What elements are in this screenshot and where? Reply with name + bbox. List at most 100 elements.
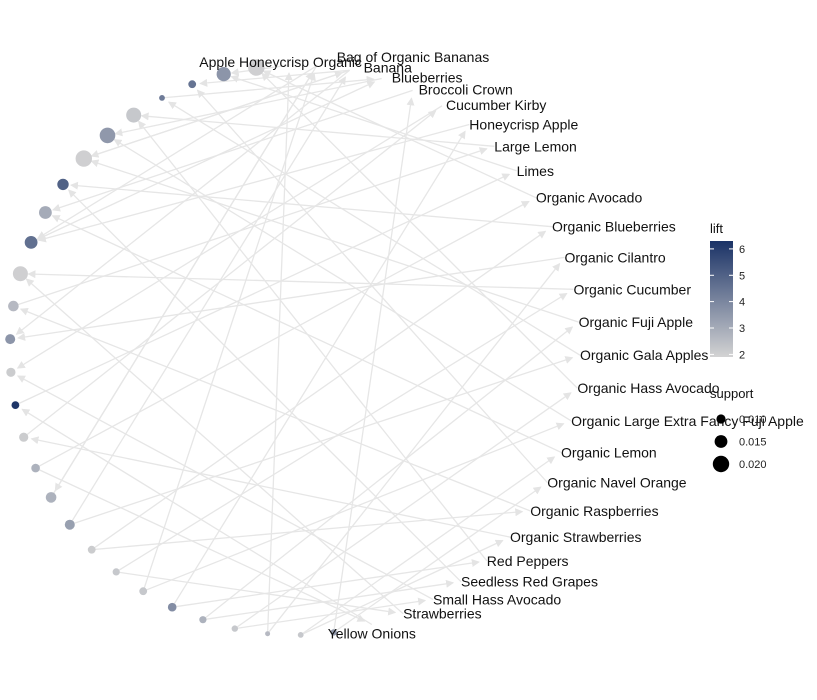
- support-key-label-0: 0.010: [739, 414, 767, 426]
- item-label-2: Blueberries: [392, 70, 463, 86]
- edge-12: [37, 123, 470, 243]
- rule-node-28: [330, 629, 337, 636]
- rule-node-4: [159, 95, 165, 101]
- edge-50: [21, 408, 373, 626]
- support-key-label-2: 0.020: [739, 459, 767, 471]
- rule-node-14: [6, 367, 16, 377]
- rule-node-2: [216, 67, 231, 82]
- item-label-4: Cucumber Kirby: [446, 97, 546, 113]
- edge-57: [69, 76, 346, 526]
- edge-18: [262, 70, 537, 199]
- edge-19: [35, 200, 530, 469]
- rule-node-6: [99, 127, 116, 144]
- edge-48: [25, 278, 404, 615]
- rule-node-12: [8, 300, 19, 312]
- rule-node-5: [126, 107, 142, 123]
- rule-node-3: [188, 80, 197, 89]
- edge-56: [90, 69, 350, 158]
- rule-node-16: [19, 432, 29, 442]
- edge-6: [114, 77, 382, 137]
- rule-node-27: [297, 632, 304, 638]
- rule-node-18: [45, 492, 57, 503]
- item-labels-layer: Bag of Organic BananasBananaBlueberriesB…: [199, 49, 804, 642]
- item-label-18: Organic Raspberries: [530, 503, 658, 519]
- support-key-dot-0: [716, 414, 726, 424]
- edge-27: [202, 326, 574, 621]
- edge-46: [17, 375, 434, 600]
- item-label-25: Apple Honeycrisp Organic: [199, 54, 362, 70]
- item-label-17: Organic Navel Orange: [547, 475, 687, 491]
- rule-node-20: [87, 545, 96, 554]
- rule-node-7: [75, 150, 93, 167]
- item-label-3: Broccoli Crown: [419, 81, 513, 97]
- edge-21: [91, 230, 547, 551]
- item-label-1: Banana: [364, 59, 412, 75]
- item-label-14: Organic Hass Avocado: [577, 380, 719, 396]
- lift-tick-label-0: 2: [739, 349, 745, 361]
- rule-node-22: [139, 587, 148, 596]
- lift-colorbar: [710, 241, 733, 357]
- edge-30: [261, 72, 578, 389]
- rule-node-19: [64, 519, 75, 530]
- edge-4: [15, 69, 351, 335]
- edge-16: [230, 74, 517, 172]
- rule-node-9: [39, 206, 52, 219]
- rule-node-24: [199, 616, 207, 624]
- item-label-15: Organic Large Extra Fancy Fuji Apple: [571, 413, 804, 429]
- rule-node-17: [31, 463, 40, 473]
- rule-node-8: [57, 178, 69, 191]
- support-key-dot-1: [714, 435, 728, 448]
- edge-28: [167, 101, 581, 356]
- item-label-9: Organic Blueberries: [552, 219, 676, 235]
- item-label-8: Organic Avocado: [536, 190, 643, 206]
- rule-nodes-layer: [5, 59, 337, 638]
- edge-45: [202, 579, 455, 621]
- edge-17: [15, 173, 511, 406]
- edge-55: [50, 71, 314, 498]
- support-key-dot-2: [712, 455, 730, 473]
- edge-36: [196, 89, 548, 483]
- edge-54: [37, 65, 318, 239]
- support-legend-title: support: [710, 386, 754, 401]
- lift-legend-ticks: 2 3 4 5 6: [710, 244, 745, 361]
- edge-51: [35, 467, 366, 622]
- edge-20: [70, 181, 553, 228]
- support-legend-keys: 0.010 0.015 0.020: [712, 414, 767, 473]
- edge-33: [142, 422, 565, 592]
- rule-node-26: [265, 631, 271, 637]
- item-label-21: Seedless Red Grapes: [461, 574, 598, 590]
- edge-43: [172, 559, 480, 608]
- support-key-label-1: 0.015: [739, 437, 767, 449]
- lift-tick-label-3: 5: [739, 270, 745, 282]
- edges-layer: [13, 64, 581, 636]
- item-label-0: Bag of Organic Bananas: [337, 49, 490, 65]
- edge-26: [90, 159, 579, 323]
- item-label-7: Limes: [517, 163, 554, 179]
- edge-13: [171, 130, 466, 608]
- item-label-13: Organic Gala Apples: [580, 347, 708, 363]
- item-label-11: Organic Cucumber: [574, 281, 692, 297]
- rule-node-23: [167, 602, 177, 612]
- edge-22: [17, 256, 565, 341]
- item-label-5: Honeycrisp Apple: [469, 117, 578, 133]
- lift-tick-label-2: 4: [739, 297, 745, 309]
- edge-49: [116, 571, 397, 616]
- rule-node-13: [5, 334, 16, 345]
- item-label-22: Small Hass Avocado: [433, 591, 561, 607]
- rule-node-15: [11, 401, 20, 409]
- edge-24: [27, 270, 574, 290]
- lift-tick-label-1: 3: [739, 323, 745, 335]
- edge-39: [91, 508, 524, 551]
- edge-41: [300, 539, 504, 636]
- edge-15: [13, 147, 488, 307]
- item-label-20: Red Peppers: [487, 553, 569, 569]
- item-label-24: Yellow Onions: [328, 626, 416, 642]
- rule-node-1: [248, 59, 265, 76]
- edge-8: [52, 89, 413, 212]
- item-label-23: Strawberries: [403, 606, 482, 622]
- edge-40: [30, 436, 511, 538]
- rule-node-10: [24, 236, 38, 249]
- rule-node-21: [112, 568, 120, 576]
